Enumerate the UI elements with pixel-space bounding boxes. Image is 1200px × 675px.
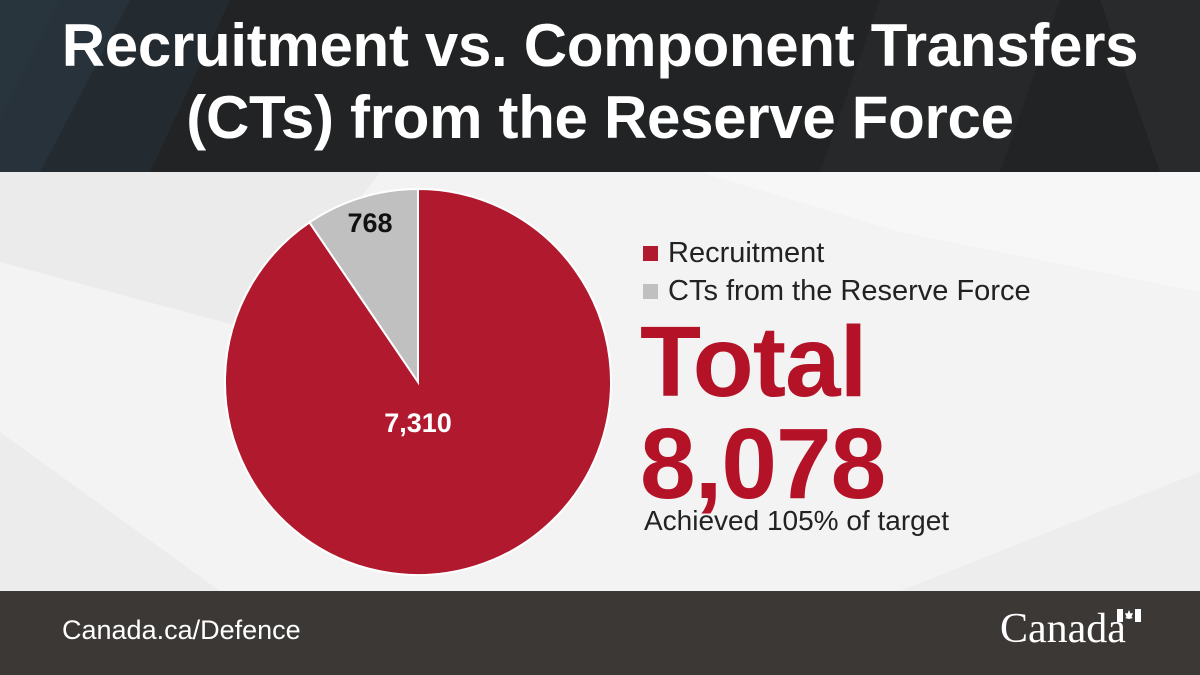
flag-icon — [1117, 609, 1141, 622]
header-banner: Recruitment vs. Component Transfers (CTs… — [0, 0, 1200, 172]
pie-label-recruitment: 7,310 — [384, 408, 452, 438]
footer-link[interactable]: Canada.ca/Defence — [62, 615, 301, 645]
title-line-2: (CTs) from the Reserve Force — [186, 84, 1014, 151]
canada-wordmark: Canada — [1000, 606, 1126, 652]
legend-swatch-cts — [643, 283, 658, 299]
page-title: Recruitment vs. Component Transfers (CTs… — [0, 10, 1200, 154]
legend-label-recruitment: Recruitment — [668, 236, 825, 269]
chart-legend: Recruitment CTs from the Reserve Force — [643, 234, 1031, 310]
chart-panel: 7,310 768 Recruitment CTs from the Reserv… — [0, 172, 1200, 591]
pie-chart: 7,310 768 — [224, 187, 612, 576]
achieved-text: Achieved 105% of target — [644, 505, 950, 536]
header-background-pattern — [0, 0, 1200, 172]
pie-label-cts: 768 — [347, 208, 392, 238]
pie-slice-cts — [308, 187, 419, 386]
legend-label-cts: CTs from the Reserve Force — [668, 274, 1031, 307]
total-value: 8,078 — [640, 408, 886, 520]
total-label: Total — [640, 306, 867, 418]
title-line-1: Recruitment vs. Component Transfers — [61, 12, 1139, 79]
legend-item-recruitment: Recruitment — [643, 234, 1031, 272]
legend-item-cts: CTs from the Reserve Force — [643, 272, 1031, 310]
footer-bar: Canada.ca/Defence Canada — [0, 591, 1200, 675]
legend-swatch-recruitment — [643, 245, 658, 261]
